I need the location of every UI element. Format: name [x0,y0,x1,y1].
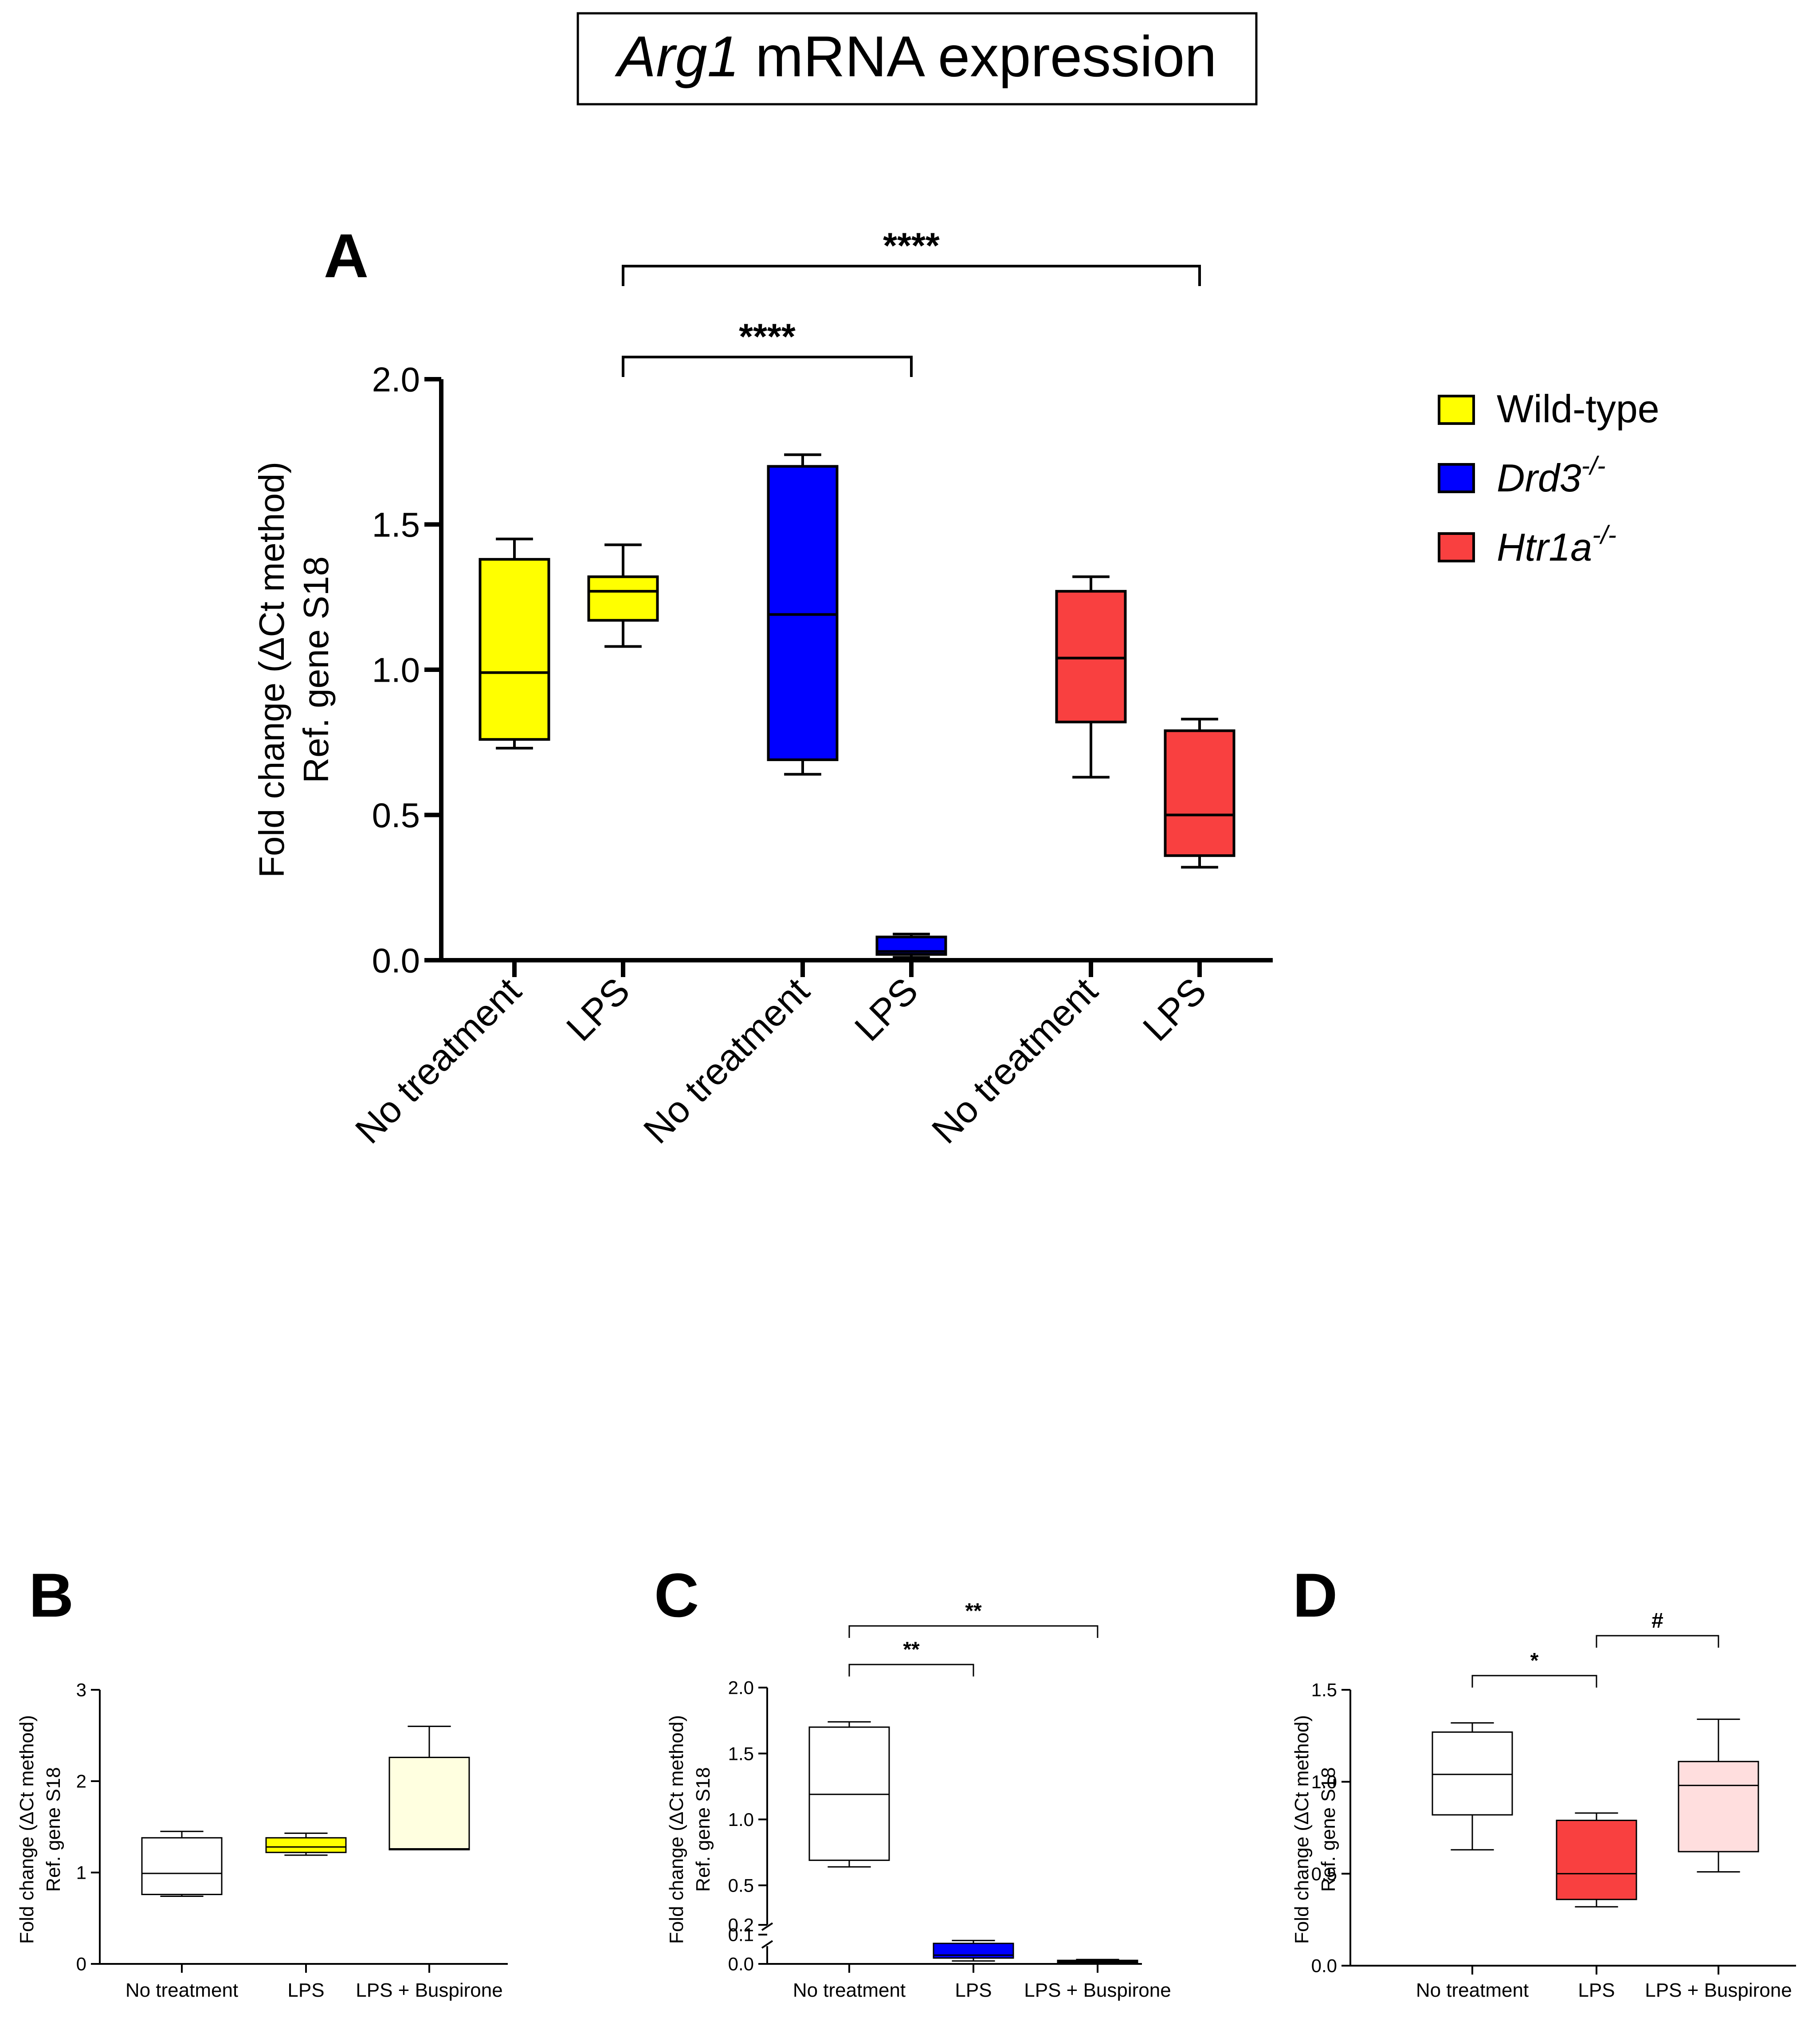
figure-title-text: Arg1 mRNA expression [614,24,1216,89]
panel-0-category-label: LPS [558,970,638,1049]
panel-1-y-tick-label: 1 [76,1862,86,1883]
panel-1-box-1 [265,1837,347,1853]
panel-0-box-0 [479,558,550,741]
legend-swatch-wild-type [1438,395,1475,425]
legend-label-drd3: Drd3-/- [1497,451,1606,500]
panel-2-category-label: LPS [955,1979,992,2001]
panel-2-category-label: No treatment [793,1979,906,2001]
panel-1-category-label: LPS [287,1979,324,2001]
panel-3-y-tick-label: 0.5 [1311,1863,1337,1884]
panel-1-category-label: LPS + Buspirone [356,1979,502,2001]
panel-1-box-2 [388,1756,470,1850]
panel-0-y-tick-label: 0.5 [372,796,420,835]
panel-2-y-tick-label: 0.1 [728,1924,754,1945]
legend: Wild-type Drd3-/- Htr1a-/- [1438,387,1659,569]
panel-letter-b: B [29,1560,74,1630]
panel-0-y-tick-label: 2.0 [372,360,420,399]
panel-3-box-2 [1678,1761,1759,1853]
panel-c-chart: 0.0 0.10.2 0.5 1.0 1.5 2.0 Fold change (ΔCt me… [666,1599,1171,2001]
panel-3-y-tick-label: 1.5 [1311,1680,1337,1700]
panel-2-y-tick-label: 1.5 [728,1743,754,1764]
panel-3-box-1 [1556,1819,1637,1900]
panel-3-y-tick-label: 0.0 [1311,1955,1337,1976]
panel-2-axis-break-mark-lower [761,1940,773,1949]
panel-2-category-label: LPS + Buspirone [1024,1979,1171,2001]
panel-b-chart: 0 1 2 3 Fold change (ΔCt method) Ref. gene S1… [16,1680,508,2001]
panel-2-significance-bracket [848,1625,1098,1638]
legend-label-htr1a: Htr1a-/- [1497,521,1616,569]
panel-3-significance-bracket [1471,1675,1597,1688]
panel-1-y-tick-label: 0 [76,1954,86,1975]
panel-0-y-axis-label-line2: Ref. gene S18 [296,556,336,783]
panel-0-category-label: LPS [847,970,926,1049]
panel-3-significance-bracket [1596,1635,1719,1648]
figure-title-gene: Arg1 [614,24,739,89]
panel-0-significance-bracket [622,265,1201,286]
panel-0-significance-bracket [622,356,913,377]
panel-3-category-label: LPS [1578,1979,1615,2001]
panel-0-significance-label: **** [883,226,940,266]
panel-1-y-tick-label: 3 [76,1680,86,1700]
panel-0-box-2 [767,465,839,762]
legend-label-wild-type: Wild-type [1497,387,1659,431]
panel-0-y-tick-label: 1.5 [372,505,420,544]
panel-3-y-axis-label-line1: Fold change (ΔCt method) [1291,1715,1313,1944]
panel-2-y-tick-label: 0.0 [728,1954,754,1975]
panel-0-box-4 [1055,590,1127,723]
panel-letter-d: D [1293,1560,1338,1630]
panel-2-axis-break-mark-upper [761,1922,773,1931]
panel-d-chart: 0.0 0.5 1.0 1.5 Fold change (ΔCt method) Ref.… [1291,1609,1796,2001]
panel-3-y-tick-label: 1.0 [1311,1771,1337,1792]
panel-3-significance-label: * [1530,1649,1539,1673]
panel-1-y-axis-label-line2: Ref. gene S18 [43,1767,64,1892]
panel-a-chart: 0.0 0.5 1.0 1.5 2.0 Fold change (ΔCt method) R… [252,226,1273,1151]
panel-1-box-0 [141,1837,223,1895]
panel-2-y-tick-label: 2.0 [728,1677,754,1698]
panel-letter-c: C [654,1560,699,1630]
panel-0-category-label: No treatment [635,970,817,1151]
legend-swatch-htr1a [1438,532,1475,562]
panel-0-category-label: LPS [1135,970,1214,1049]
panel-2-significance-bracket [848,1664,974,1676]
panel-0-y-tick-label: 1.0 [372,650,420,689]
panel-0-significance-label: **** [739,317,796,357]
panel-2-significance-label: ** [903,1638,920,1661]
legend-swatch-drd3 [1438,463,1475,493]
panel-0-category-label: No treatment [924,970,1106,1151]
panel-0-box-5 [1164,729,1236,857]
panel-2-y-tick-label: 1.0 [728,1809,754,1830]
figure-title: Arg1 mRNA expression [577,12,1258,106]
panel-2-y-tick-label: 0.5 [728,1875,754,1896]
panel-0-category-label: No treatment [347,970,529,1151]
panel-1-category-label: No treatment [126,1979,238,2001]
panel-0-y-tick-label: 0.0 [372,941,420,980]
panel-2-significance-label: ** [965,1599,982,1623]
figure-title-frame [577,12,1258,106]
panel-2-y-axis-label-line2: Ref. gene S18 [692,1767,714,1892]
figure-title-rest: mRNA expression [739,24,1217,89]
panel-3-category-label: LPS + Buspirone [1645,1979,1792,2001]
panel-3-y-axis-label-line2: Ref. gene S18 [1318,1767,1339,1892]
panel-2-y-tick-label: 0.2 [728,1915,754,1936]
panel-letter-a: A [324,221,369,291]
panel-3-box-0 [1432,1731,1513,1816]
panel-3-category-label: No treatment [1416,1979,1529,2001]
panel-3-significance-label: # [1651,1609,1663,1633]
panel-2-y-axis-label-line1: Fold change (ΔCt method) [666,1715,687,1944]
panel-2-box-1 [933,1943,1014,1959]
panel-1-y-axis-label-line1: Fold change (ΔCt method) [16,1715,38,1944]
panel-0-box-1 [587,575,659,622]
panel-1-y-tick-label: 2 [76,1771,86,1792]
panel-0-y-axis-label-line1: Fold change (ΔCt method) [252,462,291,878]
